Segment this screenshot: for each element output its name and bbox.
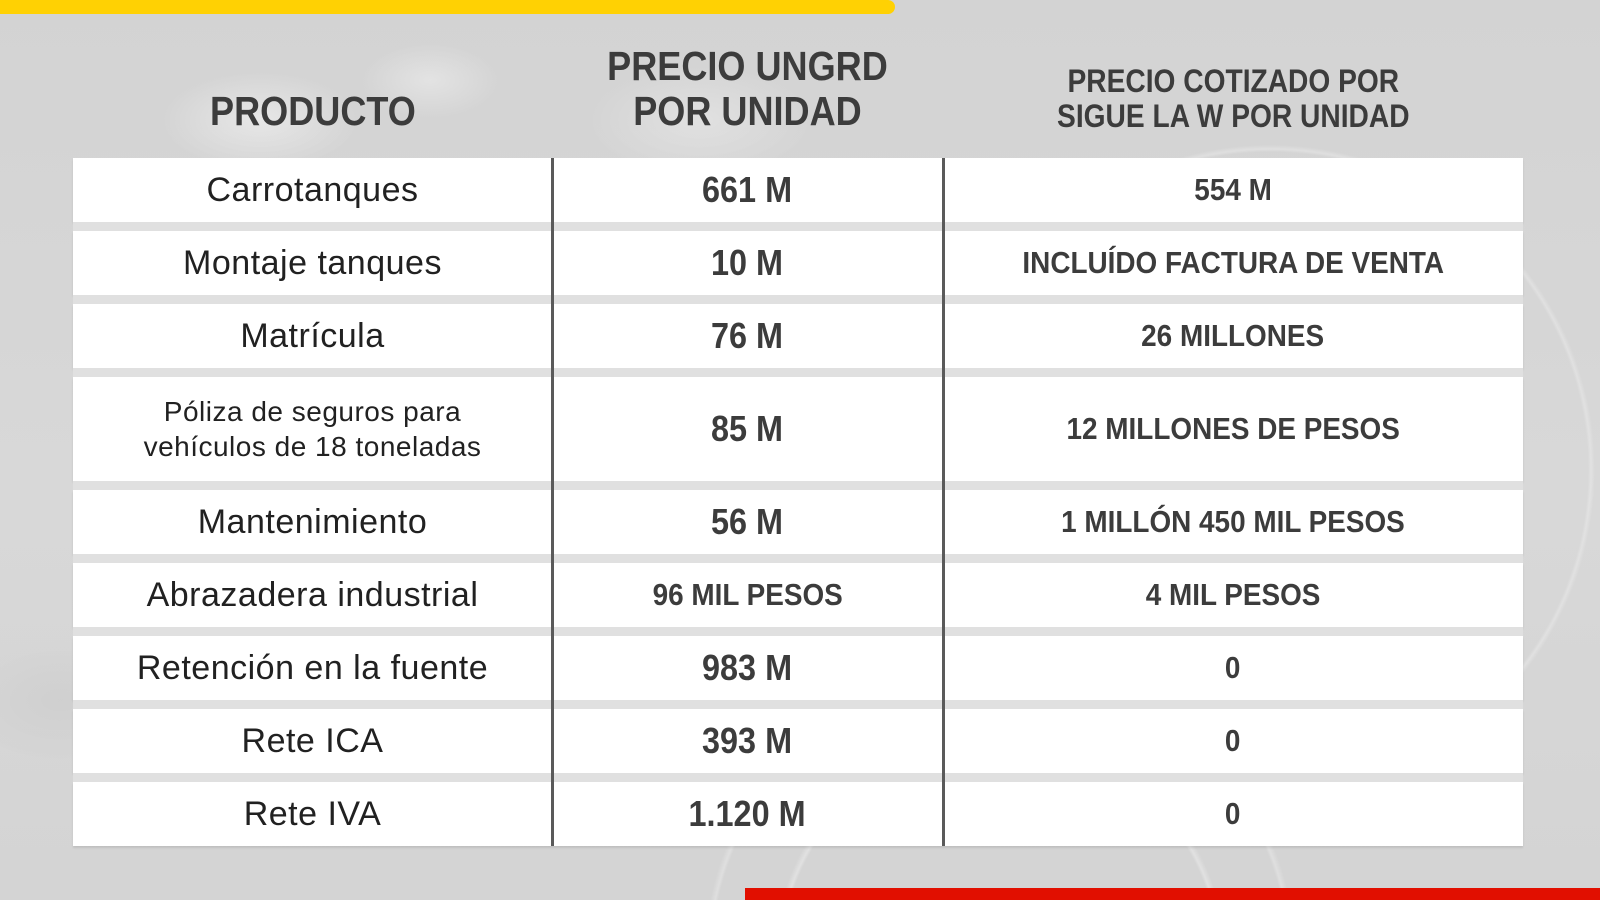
product-label: Rete IVA: [243, 794, 382, 833]
product-label: Abrazadera industrial: [146, 575, 479, 614]
table-row: Mantenimiento 56 M 1 MILLÓN 450 MIL PESO…: [73, 490, 1523, 554]
product-cell: Montaje tanques: [73, 231, 552, 295]
row-gap: [73, 295, 1523, 304]
ungrd-price-value: 1.120 M: [688, 793, 807, 834]
quoted-price-cell: 4 MIL PESOS: [943, 563, 1523, 627]
row-gap: [73, 368, 1523, 377]
ungrd-price-cell: 76 M: [552, 304, 943, 368]
quoted-price-cell: 1 MILLÓN 450 MIL PESOS: [943, 490, 1523, 554]
quoted-price-cell: 0: [943, 782, 1523, 846]
quoted-price-value: 26 MILLONES: [1141, 318, 1325, 353]
header-cell-precio-ungrd: PRECIO UNGRD POR UNIDAD: [552, 28, 943, 158]
row-gap: [73, 627, 1523, 636]
quoted-price-cell: 554 M: [943, 158, 1523, 222]
product-cell: Mantenimiento: [73, 490, 552, 554]
quoted-price-value: 4 MIL PESOS: [1145, 577, 1321, 612]
ungrd-price-value: 85 M: [711, 408, 784, 449]
ungrd-price-cell: 96 MIL PESOS: [552, 563, 943, 627]
bottom-red-accent-bar: [745, 888, 1600, 900]
top-yellow-accent-bar: [0, 0, 895, 14]
table-row: Carrotanques 661 M 554 M: [73, 158, 1523, 222]
table-row: Rete IVA 1.120 M 0: [73, 782, 1523, 846]
column-header-precio-ungrd: PRECIO UNGRD POR UNIDAD: [607, 42, 888, 134]
product-label: Montaje tanques: [183, 243, 442, 282]
quoted-price-cell: 26 MILLONES: [943, 304, 1523, 368]
quoted-price-value: 1 MILLÓN 450 MIL PESOS: [1061, 504, 1405, 539]
product-cell: Abrazadera industrial: [73, 563, 552, 627]
product-label: Retención en la fuente: [136, 648, 489, 687]
row-gap: [73, 481, 1523, 490]
quoted-price-cell: 0: [943, 709, 1523, 773]
ungrd-price-value: 10 M: [711, 242, 784, 283]
quoted-price-cell: 0: [943, 636, 1523, 700]
product-cell: Rete ICA: [73, 709, 552, 773]
table-row: Matrícula 76 M 26 MILLONES: [73, 304, 1523, 368]
row-gap: [73, 773, 1523, 782]
ungrd-price-cell: 10 M: [552, 231, 943, 295]
table-row: Retención en la fuente 983 M 0: [73, 636, 1523, 700]
table-header: PRODUCTO PRECIO UNGRD POR UNIDAD PRECIO …: [73, 28, 1523, 158]
quoted-price-value: 554 M: [1194, 172, 1272, 207]
table-row: Abrazadera industrial 96 MIL PESOS 4 MIL…: [73, 563, 1523, 627]
table-row: Rete ICA 393 M 0: [73, 709, 1523, 773]
ungrd-price-cell: 1.120 M: [552, 782, 943, 846]
column-header-precio-cotizado: PRECIO COTIZADO POR SIGUE LA W POR UNIDA…: [1056, 62, 1410, 134]
quoted-price-value: 12 MILLONES DE PESOS: [1066, 411, 1400, 446]
table-row: Montaje tanques 10 M INCLUÍDO FACTURA DE…: [73, 231, 1523, 295]
quoted-price-value: INCLUÍDO FACTURA DE VENTA: [1022, 245, 1444, 280]
product-label: Carrotanques: [206, 170, 419, 209]
ungrd-price-cell: 85 M: [552, 377, 943, 481]
product-label: Rete ICA: [241, 721, 384, 760]
product-label: Mantenimiento: [197, 502, 428, 541]
ungrd-price-value: 983 M: [702, 647, 793, 688]
ungrd-price-cell: 983 M: [552, 636, 943, 700]
ungrd-price-value: 96 MIL PESOS: [652, 577, 843, 612]
ungrd-price-cell: 661 M: [552, 158, 943, 222]
ungrd-price-value: 76 M: [711, 315, 784, 356]
price-comparison-table: Carrotanques 661 M 554 M Montaje tanques…: [73, 158, 1523, 846]
row-gap: [73, 222, 1523, 231]
column-divider: [942, 158, 945, 846]
product-cell: Póliza de seguros para vehículos de 18 t…: [73, 377, 552, 481]
column-divider: [551, 158, 554, 846]
product-label: Matrícula: [240, 316, 385, 355]
quoted-price-value: 0: [1225, 650, 1241, 685]
quoted-price-cell: 12 MILLONES DE PESOS: [943, 377, 1523, 481]
product-cell: Matrícula: [73, 304, 552, 368]
column-header-producto: PRODUCTO: [209, 87, 416, 134]
quoted-price-cell: INCLUÍDO FACTURA DE VENTA: [943, 231, 1523, 295]
quoted-price-value: 0: [1225, 796, 1241, 831]
table-row: Póliza de seguros para vehículos de 18 t…: [73, 377, 1523, 481]
ungrd-price-value: 56 M: [711, 501, 784, 542]
product-cell: Rete IVA: [73, 782, 552, 846]
header-cell-producto: PRODUCTO: [73, 28, 552, 158]
header-cell-precio-cotizado: PRECIO COTIZADO POR SIGUE LA W POR UNIDA…: [943, 28, 1523, 158]
product-cell: Retención en la fuente: [73, 636, 552, 700]
row-gap: [73, 700, 1523, 709]
product-label: Póliza de seguros para vehículos de 18 t…: [143, 396, 482, 462]
ungrd-price-value: 393 M: [702, 720, 793, 761]
ungrd-price-value: 661 M: [702, 169, 793, 210]
product-cell: Carrotanques: [73, 158, 552, 222]
ungrd-price-cell: 393 M: [552, 709, 943, 773]
ungrd-price-cell: 56 M: [552, 490, 943, 554]
quoted-price-value: 0: [1225, 723, 1241, 758]
row-gap: [73, 554, 1523, 563]
